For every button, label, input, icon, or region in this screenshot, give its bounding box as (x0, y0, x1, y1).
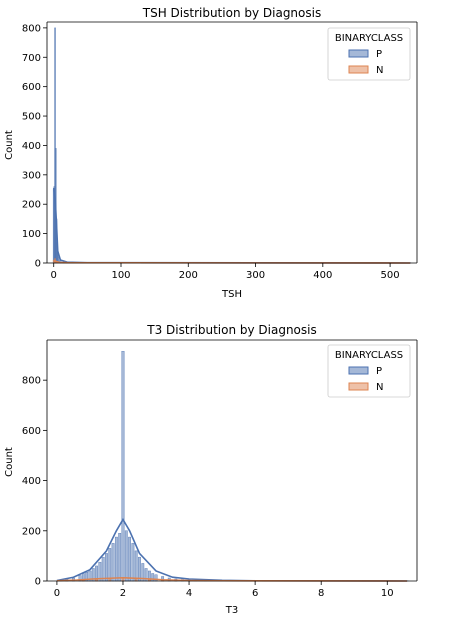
legend: BINARYCLASS P N (327, 27, 411, 81)
bar-p-10 (101, 556, 105, 582)
y-tick-label: 300 (22, 170, 41, 181)
bar-p-16 (121, 351, 125, 582)
legend-swatch-p (348, 49, 369, 58)
bar-p-20 (134, 550, 138, 582)
legend-label-p: P (376, 49, 382, 60)
bar-p-12 (108, 548, 112, 582)
y-tick-label: 400 (22, 476, 41, 487)
bar-p-21 (138, 556, 141, 582)
y-tick-label: 0 (35, 577, 41, 588)
legend-label-n: N (376, 65, 383, 76)
kde-line-p (52, 187, 411, 264)
x-tick-label: 2 (120, 588, 126, 599)
x-tick-label: 500 (381, 270, 400, 281)
x-tick-label: 4 (186, 588, 192, 599)
bar-p-19 (131, 543, 135, 582)
x-tick-label: 300 (246, 270, 265, 281)
legend-label-n: N (376, 382, 383, 393)
y-tick-label: 600 (22, 426, 41, 437)
bar-p-11 (105, 553, 108, 582)
legend-title: BINARYCLASS (335, 33, 403, 44)
y-tick-label: 500 (22, 112, 41, 123)
y-tick-label: 800 (22, 376, 41, 387)
x-axis-label: T3 (225, 605, 238, 616)
x-axis-label: TSH (221, 289, 242, 300)
y-tick-label: 100 (22, 229, 41, 240)
y-tick-label: 700 (22, 53, 41, 64)
y-tick-label: 800 (22, 23, 41, 34)
bar-p-13 (111, 543, 115, 582)
y-tick-label: 0 (35, 259, 41, 270)
x-tick-label: 6 (252, 588, 258, 599)
x-tick-label: 100 (111, 270, 130, 281)
x-tick-label: 200 (179, 270, 198, 281)
legend: BINARYCLASS P N (327, 344, 411, 398)
x-tick-label: 10 (381, 588, 394, 599)
chart-title: TSH Distribution by Diagnosis (142, 6, 321, 20)
y-axis-label: Count (4, 447, 15, 477)
y-tick-label: 200 (22, 200, 41, 211)
legend-swatch-n (348, 65, 369, 74)
bar-p-17 (124, 530, 128, 582)
x-tick-label: 400 (313, 270, 332, 281)
chart-t3: T3 Distribution by Diagnosis 0 2 4 6 8 10 0 200… (4, 323, 418, 616)
legend-swatch-n (348, 382, 369, 391)
x-tick-label: 0 (51, 270, 57, 281)
y-tick-label: 200 (22, 526, 41, 537)
bar-p-18 (128, 536, 131, 582)
y-axis-label: Count (4, 130, 15, 160)
chart-title: T3 Distribution by Diagnosis (146, 323, 316, 337)
legend-label-p: P (376, 366, 382, 377)
bar-p-15 (118, 533, 122, 582)
legend-swatch-p (348, 366, 369, 375)
chart-tsh: TSH Distribution by Diagnosis 0 100 200 300… (4, 6, 418, 300)
x-tick-label: 8 (318, 588, 324, 599)
y-tick-label: 400 (22, 141, 41, 152)
y-tick-label: 600 (22, 82, 41, 93)
bar-p-14 (114, 536, 118, 582)
legend-title: BINARYCLASS (335, 350, 403, 361)
x-tick-label: 0 (54, 588, 60, 599)
